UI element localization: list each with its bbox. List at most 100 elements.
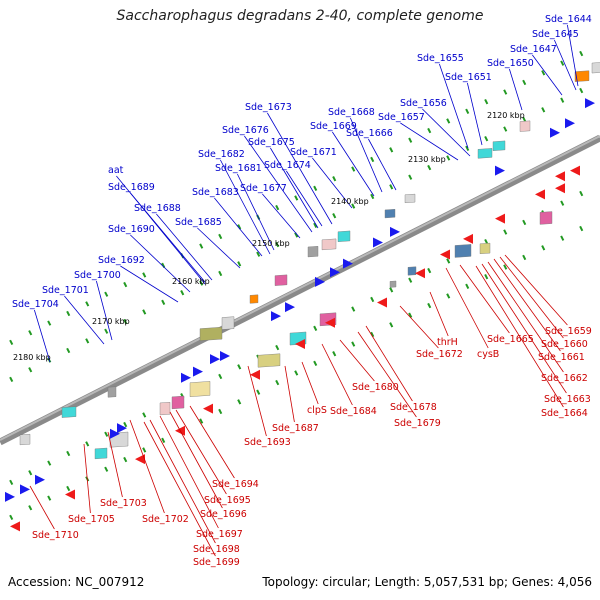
tick-mark bbox=[85, 338, 90, 344]
leader-line bbox=[286, 170, 323, 227]
tick-mark bbox=[370, 296, 375, 303]
tick-mark bbox=[503, 126, 508, 132]
tick-mark bbox=[66, 450, 71, 457]
gene-block bbox=[454, 244, 472, 258]
forward-gene-arrow bbox=[390, 226, 400, 237]
gene-block bbox=[257, 353, 281, 368]
reverse-gene-arrow bbox=[135, 454, 145, 465]
reverse-gene-arrow bbox=[10, 521, 20, 532]
tick-mark bbox=[237, 399, 242, 405]
tick-mark bbox=[142, 412, 147, 418]
leader-line bbox=[321, 343, 353, 406]
forward-gene-arrow bbox=[495, 165, 505, 176]
tick-mark bbox=[66, 310, 71, 317]
gene-label-bottom: Sde_1660 bbox=[541, 339, 588, 350]
forward-gene-arrow bbox=[35, 474, 45, 485]
forward-gene-arrow bbox=[373, 237, 383, 248]
gene-label-top: Sde_1650 bbox=[487, 58, 534, 69]
scale-label: 2180 kbp bbox=[13, 353, 51, 362]
gene-label-bottom: Sde_1694 bbox=[212, 479, 259, 490]
tick-mark bbox=[313, 185, 318, 192]
genome-backbone-highlight bbox=[0, 135, 600, 441]
tick-mark bbox=[522, 116, 527, 123]
gene-label-top: Sde_1657 bbox=[378, 112, 425, 123]
leader-line bbox=[532, 54, 563, 96]
leader-line bbox=[237, 173, 275, 251]
forward-gene-arrow bbox=[585, 98, 595, 109]
tick-mark bbox=[85, 301, 90, 307]
gene-label-top: Sde_1644 bbox=[545, 14, 592, 25]
tick-mark bbox=[522, 219, 527, 226]
tick-mark bbox=[142, 272, 147, 278]
tick-mark bbox=[104, 466, 109, 472]
leader-line bbox=[175, 409, 227, 495]
tick-mark bbox=[123, 318, 128, 325]
tick-mark bbox=[161, 437, 166, 444]
tick-mark bbox=[579, 50, 584, 57]
forward-gene-arrow bbox=[5, 491, 15, 502]
gene-label-top: Sde_1676 bbox=[222, 125, 269, 136]
tick-mark bbox=[66, 485, 71, 492]
tick-mark bbox=[199, 280, 204, 286]
tick-mark bbox=[579, 190, 584, 197]
reverse-gene-arrow bbox=[325, 317, 335, 328]
tick-mark bbox=[218, 373, 223, 380]
gene-block bbox=[321, 238, 337, 251]
reverse-gene-arrow bbox=[415, 268, 425, 279]
gene-label-bottom: Sde_1696 bbox=[200, 509, 247, 520]
leader-line bbox=[83, 443, 91, 514]
gene-label-bottom: Sde_1705 bbox=[68, 514, 115, 525]
leader-line bbox=[189, 405, 235, 479]
leader-line bbox=[509, 68, 523, 111]
tick-mark bbox=[465, 108, 470, 115]
tick-mark bbox=[389, 184, 394, 190]
forward-gene-arrow bbox=[220, 351, 230, 361]
forward-gene-arrow bbox=[110, 428, 120, 439]
tick-mark bbox=[465, 283, 470, 290]
gene-label-top: Sde_1681 bbox=[215, 163, 262, 174]
tick-mark bbox=[161, 299, 166, 306]
leader-line bbox=[247, 365, 267, 437]
gene-block bbox=[171, 395, 185, 410]
leader-line bbox=[368, 138, 397, 191]
tick-mark bbox=[446, 155, 451, 161]
scale-label: 2120 kbp bbox=[487, 111, 525, 120]
leader-line bbox=[504, 254, 568, 326]
leader-line bbox=[399, 305, 439, 349]
gene-label-bottom: Sde_1710 bbox=[32, 530, 79, 541]
gene-label-top: Sde_1656 bbox=[400, 98, 447, 109]
tick-mark bbox=[28, 505, 33, 511]
leader-line bbox=[475, 265, 564, 408]
gene-block bbox=[19, 433, 31, 446]
tick-mark bbox=[199, 418, 204, 424]
forward-gene-arrow bbox=[550, 127, 560, 138]
tick-mark bbox=[275, 204, 280, 211]
gene-label-top: Sde_1668 bbox=[328, 107, 375, 118]
leader-line bbox=[481, 263, 567, 394]
forward-gene-arrow bbox=[117, 423, 127, 434]
gene-label-top: Sde_1692 bbox=[98, 255, 145, 266]
tick-mark bbox=[294, 232, 299, 238]
tick-mark bbox=[9, 479, 14, 486]
tick-mark bbox=[294, 370, 299, 376]
tick-mark bbox=[332, 176, 337, 182]
gene-label-bottom: Sde_1693 bbox=[244, 437, 291, 448]
tick-mark bbox=[28, 367, 33, 373]
leader-line bbox=[554, 39, 577, 91]
gene-label-top: Sde_1704 bbox=[12, 299, 59, 310]
leader-line bbox=[197, 227, 241, 269]
forward-gene-arrow bbox=[330, 267, 340, 278]
forward-gene-arrow bbox=[193, 366, 203, 377]
leader-line bbox=[220, 159, 271, 255]
gene-label-top: Sde_1674 bbox=[264, 160, 311, 171]
tick-mark bbox=[123, 281, 128, 288]
forward-gene-arrow bbox=[181, 372, 191, 383]
leader-line bbox=[439, 63, 469, 149]
tick-mark bbox=[427, 267, 432, 274]
tick-mark bbox=[484, 274, 489, 280]
gene-block bbox=[221, 316, 235, 330]
tick-mark bbox=[484, 239, 489, 245]
tick-mark bbox=[389, 147, 394, 153]
